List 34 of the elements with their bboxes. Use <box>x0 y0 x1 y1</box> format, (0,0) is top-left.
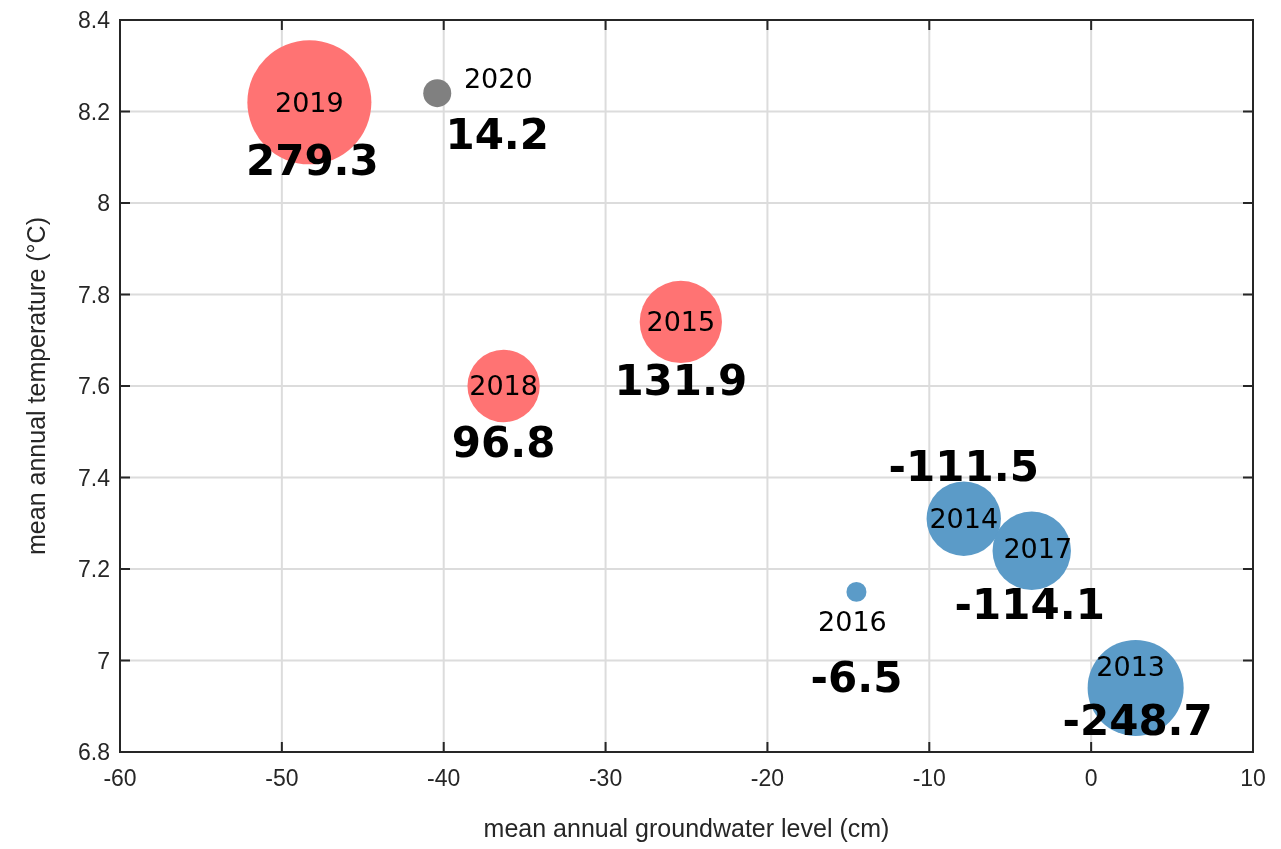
annotation: 2019 <box>275 86 344 118</box>
y-tick-label: 8 <box>97 190 110 217</box>
annotation: 2020 <box>463 62 533 94</box>
annotation: 2014 <box>929 503 999 535</box>
y-tick-label: 7.4 <box>78 464 111 491</box>
x-tick-label: -50 <box>265 765 299 791</box>
annotation: 2017 <box>1003 533 1073 565</box>
y-tick-label: 6.8 <box>78 739 110 766</box>
y-tick-label: 8.4 <box>78 7 111 34</box>
y-axis-title: mean annual temperature (°C) <box>22 217 50 555</box>
x-tick-label: 10 <box>1240 765 1266 791</box>
y-tick-label: 7.6 <box>78 373 110 400</box>
x-axis-title: mean annual groundwater level (cm) <box>483 814 890 842</box>
annotation: 96.8 <box>451 417 556 467</box>
annotation: -6.5 <box>810 652 903 702</box>
annotation: -114.1 <box>954 580 1105 630</box>
y-tick-label: 7.8 <box>78 281 110 308</box>
annotation: 131.9 <box>614 355 748 405</box>
annotation: 2015 <box>646 306 716 338</box>
y-tick-label: 8.2 <box>78 98 110 125</box>
annotation: 14.2 <box>445 109 550 159</box>
y-tick-label: 7 <box>97 647 110 674</box>
x-tick-label: -30 <box>588 765 623 791</box>
annotation: 2018 <box>469 370 538 402</box>
x-tick-label: -40 <box>427 765 461 791</box>
x-tick-label: -20 <box>750 765 785 791</box>
annotation: 2013 <box>1096 651 1166 683</box>
annotation: 2016 <box>818 606 887 638</box>
y-tick-label: 7.2 <box>78 556 110 583</box>
x-tick-label: -10 <box>912 765 946 791</box>
annotation: 279.3 <box>245 136 379 186</box>
x-tick-label: -60 <box>103 765 137 791</box>
x-tick-label: 0 <box>1084 765 1098 791</box>
annotation: -111.5 <box>888 442 1039 492</box>
